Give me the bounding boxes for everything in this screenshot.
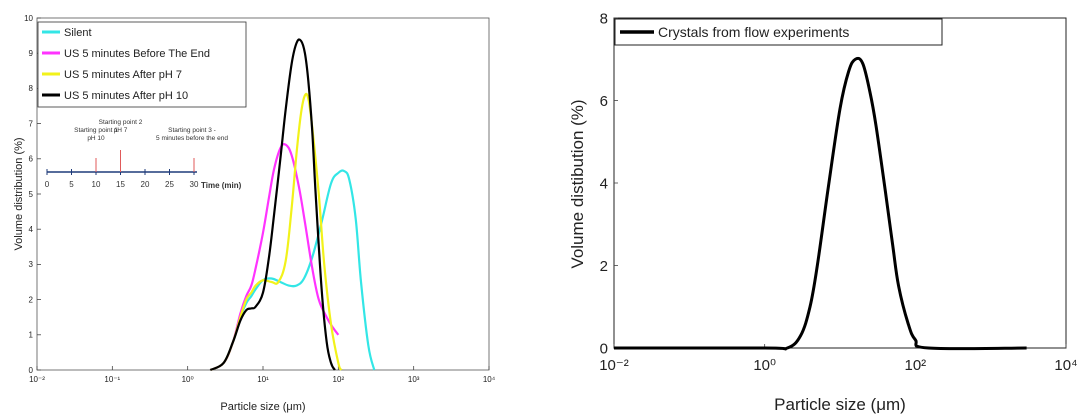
inset-annotation: Starting point 2 (99, 119, 143, 126)
x-tick-label: 10² (333, 375, 345, 384)
inset-tick-label: 30 (190, 180, 199, 189)
inset-axis-label: Time (min) (201, 181, 242, 190)
inset-timeline: Time (min) 0 5 10 15 20 25 30 Starting point 1p… (45, 119, 242, 190)
y-tick-label: 9 (29, 49, 34, 58)
inset-annotation: 5 minutes before the end (156, 135, 228, 142)
left-ticks: 10⁻² 10⁻¹ 10⁰ 10¹ 10² 10³ 10⁴ 0 1 2 3 4 5 6 7 8 9 10 (24, 14, 496, 384)
x-tick-label: 10⁻² (29, 375, 45, 384)
y-tick-label: 0 (600, 340, 608, 357)
y-tick-label: 2 (600, 258, 608, 275)
right-series-lines (614, 56, 1027, 351)
series-line-2 (209, 92, 343, 372)
x-tick-label: 10⁻¹ (104, 375, 120, 384)
left-legend-box (37, 21, 247, 108)
left-chart: 10⁻² 10⁻¹ 10⁰ 10¹ 10² 10³ 10⁴ 0 1 2 3 4 5 6 7 8 9 10 Part… (13, 14, 496, 413)
y-tick-label: 6 (29, 155, 34, 164)
y-tick-label: 7 (29, 119, 34, 128)
inset-tick-label: 25 (165, 180, 174, 189)
x-tick-label: 10⁰ (753, 357, 776, 374)
x-tick-label: 10⁰ (182, 375, 194, 384)
x-tick-label: 10⁻² (599, 357, 629, 374)
inset-tick-label: 5 (69, 180, 74, 189)
right-legend-box (614, 18, 943, 46)
legend-label: US 5 minutes After pH 10 (64, 90, 188, 102)
legend-label: US 5 minutes After pH 7 (64, 69, 182, 81)
right-chart: 10⁻² 10⁰ 10² 10⁴ 0 2 4 6 8 Particle size (μm) Vo… (568, 10, 1078, 414)
inset-tick-label: 20 (141, 180, 150, 189)
right-y-axis-label: Volume distibution (%) (568, 99, 587, 268)
y-tick-label: 8 (600, 10, 608, 27)
y-tick-label: 3 (29, 260, 34, 269)
y-tick-label: 4 (600, 175, 608, 192)
inset-annotation: Starting point 1 (74, 127, 118, 134)
legend-label: Silent (64, 27, 92, 39)
x-tick-label: 10⁴ (483, 375, 496, 384)
inset-annotation: Starting point 3 - (168, 127, 216, 134)
left-x-axis-label: Particle size (μm) (220, 401, 305, 413)
series-line-0 (614, 56, 1027, 351)
x-tick-label: 10¹ (257, 375, 269, 384)
x-tick-label: 10⁴ (1054, 357, 1077, 374)
right-legend: Crystals from flow experiments (614, 18, 943, 46)
left-y-axis-label: Volume distribution (%) (13, 137, 25, 250)
y-tick-label: 8 (29, 84, 34, 93)
legend-label: Crystals from flow experiments (658, 24, 849, 40)
inset-tick-label: 10 (92, 180, 101, 189)
inset-annotation: pH 7 (114, 127, 128, 134)
y-tick-label: 6 (600, 93, 608, 110)
y-tick-label: 1 (29, 331, 34, 340)
right-x-axis-label: Particle size (μm) (774, 395, 906, 414)
y-tick-label: 0 (29, 366, 34, 375)
y-tick-label: 2 (29, 295, 34, 304)
legend-label: US 5 minutes Before The End (64, 48, 210, 60)
left-legend: Silent US 5 minutes Before The End US 5 mi… (37, 21, 247, 108)
x-tick-label: 10³ (408, 375, 420, 384)
inset-annotation: pH 10 (87, 135, 105, 142)
y-tick-label: 10 (24, 14, 33, 23)
y-tick-label: 5 (29, 190, 34, 199)
inset-tick-label: 15 (116, 180, 125, 189)
right-ticks: 10⁻² 10⁰ 10² 10⁴ 0 2 4 6 8 (599, 10, 1077, 374)
right-plot-area (613, 17, 1067, 349)
left-series-lines (209, 38, 376, 372)
y-tick-label: 4 (29, 225, 34, 234)
series-line-3 (209, 38, 336, 372)
x-tick-label: 10² (904, 357, 926, 374)
inset-tick-label: 0 (45, 180, 50, 189)
